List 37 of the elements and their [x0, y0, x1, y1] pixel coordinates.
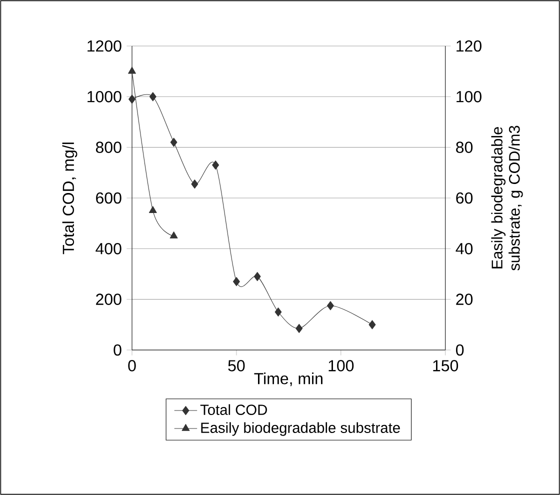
point	[296, 324, 303, 333]
point	[128, 66, 136, 74]
y2-tick-label: 0	[456, 344, 464, 356]
y-tick-label: 1000	[88, 91, 122, 102]
y2-tick-label: 60	[456, 192, 473, 204]
y-tick-label: 200	[96, 294, 122, 305]
y2-tick-label: 100	[456, 91, 482, 102]
y2-tick-label: 120	[456, 40, 482, 52]
point	[191, 180, 198, 189]
legend-label: Total COD	[200, 404, 267, 416]
x-axis-title: Time, min	[254, 372, 322, 386]
point	[326, 301, 334, 310]
point	[149, 92, 156, 102]
y-tick-label: 0	[114, 344, 122, 356]
y2-tick-label: 80	[456, 142, 473, 153]
x-tick-label: 100	[328, 360, 354, 372]
point	[128, 94, 136, 104]
y2-tick-label: 20	[456, 294, 473, 305]
y-axis-title: Total COD, mg/l	[62, 142, 78, 254]
point	[170, 138, 178, 147]
legend-label: Easily biodegradable substrate	[201, 422, 400, 436]
y-tick-label: 1200	[88, 40, 122, 52]
point	[148, 206, 157, 214]
point	[212, 160, 220, 170]
point	[254, 272, 261, 282]
point	[232, 277, 240, 286]
x-tick-label: 150	[433, 360, 458, 372]
y2-tick-label: 40	[456, 243, 473, 254]
y-tick-label: 600	[96, 192, 122, 204]
y-tick-label: 400	[96, 243, 122, 254]
x-tick-label: 50	[228, 360, 245, 372]
point	[274, 307, 282, 317]
point	[170, 231, 178, 238]
x-tick-label: 0	[128, 360, 136, 372]
y-tick-label: 800	[96, 142, 122, 153]
point	[368, 320, 376, 330]
y2-axis-title: Easily biodegradable substrate, g COD/m3	[491, 126, 523, 270]
